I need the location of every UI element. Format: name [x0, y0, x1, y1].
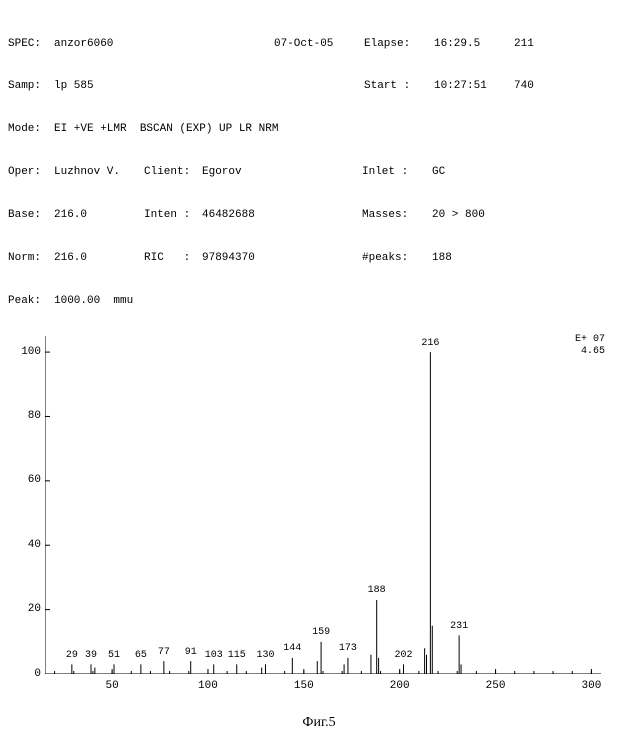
exponent-label: E+ 07 4.65: [575, 334, 605, 358]
start-label: Start :: [364, 79, 434, 93]
metadata-header: SPEC: anzor6060 07-Oct-05 Elapse: 16:29.…: [8, 8, 630, 323]
peak-label: Peak:: [8, 294, 54, 308]
spectrum-svg: [45, 336, 601, 674]
peak-label: 216: [421, 338, 439, 349]
x-tick-label: 150: [294, 680, 314, 692]
mode-label: Mode:: [8, 122, 54, 136]
peak-label: 29: [66, 650, 78, 661]
x-tick-label: 250: [486, 680, 506, 692]
start-n: 740: [514, 79, 564, 93]
peak-label: 65: [135, 650, 147, 661]
base-value: 216.0: [54, 208, 144, 222]
inten-value: 46482688: [202, 208, 362, 222]
norm-label: Norm:: [8, 251, 54, 265]
y-tick-label: 20: [15, 603, 41, 615]
x-tick-label: 200: [390, 680, 410, 692]
y-tick-label: 80: [15, 410, 41, 422]
npeaks-value: 188: [432, 251, 512, 265]
y-tick-label: 0: [15, 668, 41, 680]
peak-label: 39: [85, 650, 97, 661]
masses-label: Masses:: [362, 208, 432, 222]
norm-value: 216.0: [54, 251, 144, 265]
peak-label: 144: [283, 643, 301, 654]
elapse-value: 16:29.5: [434, 37, 514, 51]
masses-value: 20 > 800: [432, 208, 512, 222]
inlet-label: Inlet :: [362, 165, 432, 179]
peak-label: 231: [450, 621, 468, 632]
x-tick-label: 100: [198, 680, 218, 692]
peak-label: 77: [158, 647, 170, 658]
npeaks-label: #peaks:: [362, 251, 432, 265]
y-tick-label: 60: [15, 474, 41, 486]
start-value: 10:27:51: [434, 79, 514, 93]
y-tick-label: 100: [15, 346, 41, 358]
client-value: Egorov: [202, 165, 362, 179]
peak-label: 188: [368, 585, 386, 596]
client-label: Client:: [144, 165, 202, 179]
x-tick-label: 50: [105, 680, 118, 692]
samp-label: Samp:: [8, 79, 54, 93]
oper-label: Oper:: [8, 165, 54, 179]
figure-caption: Фиг.5: [8, 715, 630, 731]
y-tick-label: 40: [15, 539, 41, 551]
base-label: Base:: [8, 208, 54, 222]
ric-value: 97894370: [202, 251, 362, 265]
mode-value: EI +VE +LMR BSCAN (EXP) UP LR NRM: [54, 122, 574, 136]
elapse-label: Elapse:: [364, 37, 434, 51]
spec-label: SPEC:: [8, 37, 54, 51]
peak-label: 173: [339, 643, 357, 654]
ric-label: RIC :: [144, 251, 202, 265]
peak-label: 159: [312, 627, 330, 638]
samp-value: lp 585: [54, 79, 274, 93]
elapse-n: 211: [514, 37, 564, 51]
peak-label: 115: [228, 650, 246, 661]
peak-label: 103: [205, 650, 223, 661]
peak-label: 91: [185, 647, 197, 658]
peak-label: 202: [395, 650, 413, 661]
peak-value: 1000.00 mmu: [54, 294, 133, 308]
peak-label: 130: [256, 650, 274, 661]
x-tick-label: 300: [582, 680, 602, 692]
inten-label: Inten :: [144, 208, 202, 222]
date-value: 07-Oct-05: [274, 37, 364, 51]
spectrum-chart: E+ 07 4.65 0 20 40 60 80 100 50 100 150 200 250 300…: [8, 329, 630, 711]
spec-value: anzor6060: [54, 37, 274, 51]
inlet-value: GC: [432, 165, 512, 179]
peak-label: 51: [108, 650, 120, 661]
oper-value: Luzhnov V.: [54, 165, 144, 179]
